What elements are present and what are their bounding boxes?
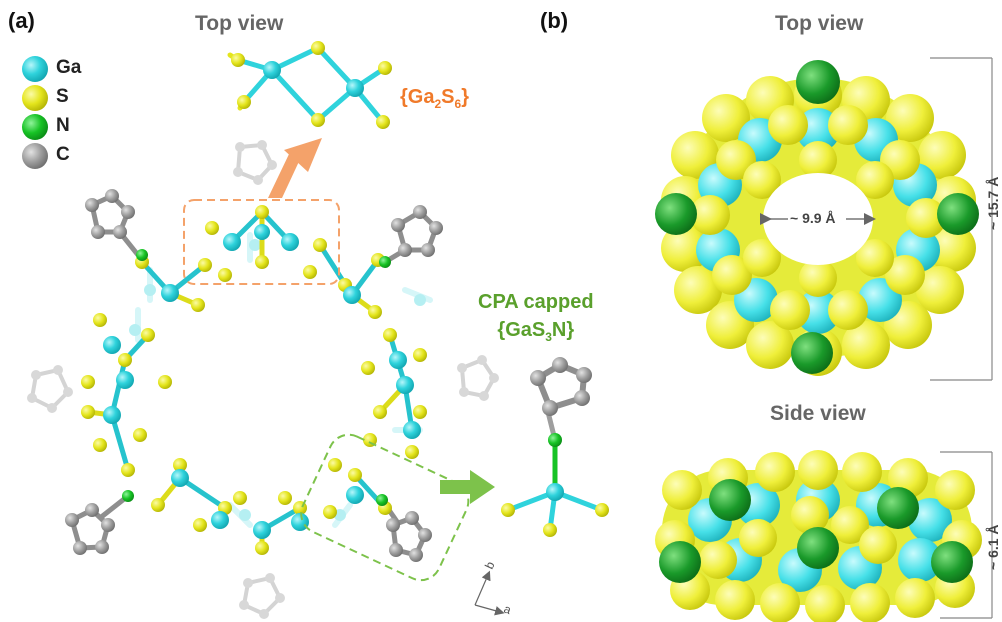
ga-atom-icon: [22, 56, 48, 82]
outer-diameter-label: ~ 15.7 Å: [985, 177, 1001, 230]
panel-a-letter: (a): [8, 8, 35, 33]
height-label: ~ 6.1 Å: [985, 524, 1001, 570]
ga2s6-label: {Ga2S6}: [400, 86, 469, 111]
panel-b-letter: (b): [540, 8, 569, 33]
panel-a-title: Top view: [195, 12, 284, 35]
ga2s6-highlight-box: [183, 199, 340, 285]
gas3n-cluster: [501, 357, 609, 537]
side-view-space-filling-model: [655, 450, 982, 622]
c-atom-icon: [22, 143, 48, 169]
n-atom-icon: [22, 114, 48, 140]
ghost-ring-bonds: [135, 232, 433, 528]
panel-b-top-title: Top view: [775, 12, 864, 35]
ghost-cpa-atoms: [27, 140, 499, 619]
cpa-capped-line1: CPA capped: [478, 291, 594, 313]
cpa-capped-label: CPA capped {GaS3N}: [478, 288, 594, 351]
s-atom-icon: [22, 85, 48, 111]
nitrogen-atoms-ring: [122, 249, 391, 506]
legend-label-ga: Ga: [56, 57, 82, 78]
axis-a-label: a: [502, 602, 513, 618]
gallium-atoms-ring: [103, 224, 421, 539]
legend-label-c: C: [56, 144, 70, 165]
panel-b-side-title: Side view: [770, 402, 866, 425]
legend-swatches: [22, 56, 48, 169]
cpa-carbon-atoms: [65, 189, 443, 562]
outer-diameter-bracket: [930, 57, 993, 381]
inner-diameter-label: ~ 9.9 Å: [788, 210, 838, 226]
green-arrow: [440, 470, 495, 504]
legend-label-s: S: [56, 86, 69, 107]
ga2s6-cluster: [227, 41, 392, 129]
axis-b-label: b: [482, 559, 498, 571]
cpa-highlight-box: [300, 433, 470, 582]
cpa-capped-formula: {GaS3N}: [497, 319, 575, 344]
orange-arrow: [268, 138, 322, 198]
crystal-axes-indicator: [474, 570, 505, 616]
legend-label-n: N: [56, 115, 70, 136]
height-bracket: [940, 451, 993, 619]
